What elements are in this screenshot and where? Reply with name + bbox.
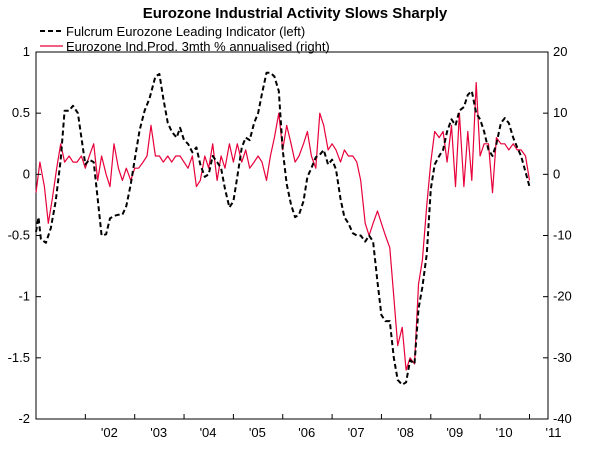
x-axis-tick-label: '09 [446,425,463,440]
x-axis-tick-label: '03 [150,425,167,440]
x-axis-tick-label: '05 [249,425,266,440]
left-axis-tick-label: -1 [18,289,30,304]
series-line-industrial-production [35,81,531,371]
x-axis-tick-label: '08 [397,425,414,440]
right-axis-tick-label: 0 [553,166,560,181]
right-axis-tick-label: 10 [553,105,567,120]
series-line-leading-indicator [35,71,531,386]
legend-label-leading-indicator: Fulcrum Eurozone Leading Indicator (left… [66,24,305,39]
left-axis-tick-label: -1.5 [8,350,30,365]
legend: Fulcrum Eurozone Leading Indicator (left… [40,24,330,54]
chart-title: Eurozone Industrial Activity Slows Sharp… [143,5,448,22]
x-axis-tick-label: '04 [200,425,217,440]
x-axis-tick-label: '07 [348,425,365,440]
left-axis-tick-label: -0.5 [8,228,30,243]
left-axis-tick-label: 0 [23,166,30,181]
right-axis-tick-label: -40 [553,411,572,426]
x-axis-tick-label: '02 [101,425,118,440]
right-axis-tick-label: -20 [553,289,572,304]
axes-layer: 1 0.5 0 -0.5 -1 -1.5 -2 20 10 0 -10 -20 -30 -40 '02 '03… [8,44,572,440]
legend-label-industrial-production: Eurozone Ind.Prod. 3mth % annualised (ri… [66,39,330,54]
right-axis-tick-label: 20 [553,44,567,59]
left-axis-tick-label: 1 [23,44,30,59]
x-axis-tick-label: '10 [496,425,513,440]
x-axis-tick-label: '06 [298,425,315,440]
right-axis-tick-label: -30 [553,350,572,365]
left-axis-tick-label: -2 [18,411,30,426]
series-layer [35,71,531,386]
left-axis-tick-label: 0.5 [12,105,30,120]
right-axis-tick-label: -10 [553,228,572,243]
x-axis-tick-label: '11 [546,425,562,440]
